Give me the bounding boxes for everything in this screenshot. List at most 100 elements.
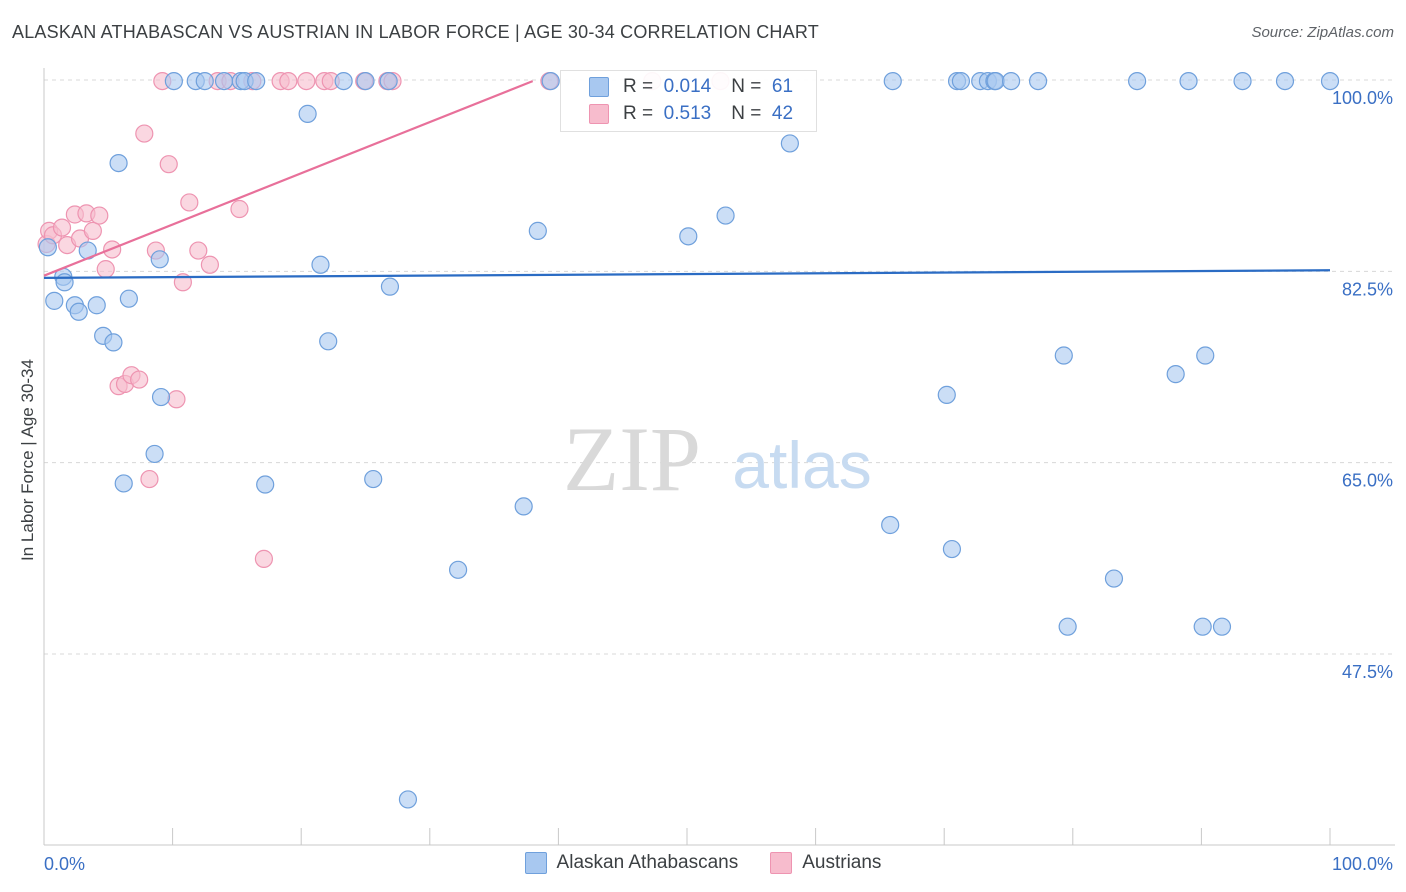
legend-r-label: R =	[623, 76, 654, 97]
alaskan-athabascans-point	[119, 289, 138, 308]
alaskan-athabascans-point	[883, 71, 902, 91]
austrians-point	[90, 206, 109, 225]
alaskan-athabascans-point	[1193, 617, 1212, 636]
austrians-point	[159, 155, 178, 174]
watermark-zip: ZIP	[563, 408, 701, 510]
alaskan-athabascans-point	[1233, 71, 1252, 91]
alaskan-athabascans-point	[45, 291, 64, 310]
source-credit: Source: ZipAtlas.com	[1251, 24, 1394, 41]
alaskan-athabascans-point	[780, 134, 799, 153]
austrians-point	[52, 218, 72, 237]
alaskan-athabascans-point	[716, 206, 735, 225]
alaskan-athabascans-point	[942, 539, 962, 559]
legend-n-value: 42	[771, 103, 794, 124]
alaskan-athabascans-point	[1058, 617, 1077, 636]
alaskan-athabascans-point	[38, 238, 57, 257]
alaskan-athabascans-point	[298, 104, 317, 123]
alaskan-athabascans-point	[514, 497, 533, 516]
alaskan-athabascans-point	[1127, 71, 1147, 91]
alaskan-athabascans-point	[364, 469, 383, 489]
alaskan-athabascans-point	[55, 273, 74, 292]
legend-series-label: Alaskan Athabascans	[556, 852, 739, 873]
alaskan-athabascans-point	[379, 71, 398, 91]
alaskan-athabascans-point	[150, 250, 169, 269]
y-tick-label: 65.0%	[1342, 471, 1393, 491]
alaskan-athabascans-point	[448, 560, 468, 579]
alaskan-athabascans-point	[109, 153, 128, 173]
austrians-point	[83, 221, 102, 240]
alaskan-athabascans-point	[398, 790, 418, 809]
alaskan-athabascans-points	[38, 71, 1340, 809]
legend-swatch-pink	[770, 852, 793, 874]
austrians-point	[167, 390, 186, 409]
legend-row-alaskan: R = 0.014 N = 61	[561, 74, 793, 100]
alaskan-athabascans-point	[151, 387, 171, 407]
tick-labels: 100.0% 82.5% 65.0% 47.5% 0.0% 100.0%	[44, 88, 1393, 874]
austrians-point	[180, 193, 199, 212]
alaskan-athabascans-point	[247, 71, 266, 91]
austrians-point	[200, 255, 219, 274]
series-legend: Alaskan Athabascans Austrians	[0, 852, 1406, 874]
legend-row-austrian: R = 0.513 N = 42	[561, 101, 793, 127]
trendline-alaskan-athabascans	[43, 269, 1331, 279]
alaskan-athabascans-point	[319, 332, 338, 351]
axes	[43, 68, 1395, 846]
alaskan-athabascans-point	[1320, 71, 1340, 91]
y-tick-label: 82.5%	[1342, 279, 1393, 299]
alaskan-athabascans-point	[114, 474, 133, 493]
alaskan-athabascans-point	[145, 444, 164, 464]
chart-title: ALASKAN ATHABASCAN VS AUSTRIAN IN LABOR …	[12, 22, 819, 42]
alaskan-athabascans-point	[164, 71, 183, 91]
austrians-point	[130, 370, 149, 389]
austrians-point	[297, 71, 316, 91]
legend-r-value: 0.014	[663, 76, 712, 97]
y-axis-label: In Labor Force | Age 30-34	[18, 359, 37, 561]
legend-n-label: N =	[731, 76, 762, 97]
alaskan-athabascans-point	[311, 255, 330, 274]
alaskan-athabascans-point	[256, 475, 275, 494]
alaskan-athabascans-point	[679, 227, 698, 246]
alaskan-athabascans-point	[69, 302, 88, 321]
alaskan-athabascans-point	[1196, 346, 1215, 365]
grid-lines	[44, 79, 1395, 655]
watermark: ZIP atlas	[563, 408, 872, 510]
legend-swatch-blue	[524, 852, 547, 874]
austrians-point	[135, 124, 154, 143]
alaskan-athabascans-point	[541, 71, 560, 91]
alaskan-athabascans-point	[1212, 617, 1232, 636]
legend-swatch-pink	[589, 104, 609, 124]
trendline-austrians	[43, 80, 534, 277]
austrians-point	[230, 199, 249, 219]
alaskan-athabascans-point	[1104, 569, 1124, 588]
alaskan-athabascans-point	[1028, 71, 1048, 91]
legend-n-value: 61	[771, 76, 794, 97]
correlation-legend: R = 0.014 N = 61 R = 0.513 N = 42	[560, 70, 817, 132]
alaskan-athabascans-point	[1179, 71, 1198, 91]
legend-series-label: Austrians	[802, 852, 882, 873]
alaskan-athabascans-point	[1275, 71, 1295, 91]
alaskan-athabascans-point	[937, 385, 956, 404]
x-tick-label-max: 100.0%	[1332, 854, 1393, 874]
alaskan-athabascans-point	[1054, 346, 1073, 365]
legend-r-value: 0.513	[663, 103, 712, 124]
austrians-point	[96, 260, 115, 279]
legend-item-alaskan-athabascans[interactable]: Alaskan Athabascans	[524, 852, 739, 874]
y-tick-label: 100.0%	[1332, 88, 1393, 108]
alaskan-athabascans-point	[1001, 71, 1021, 91]
alaskan-athabascans-point	[380, 277, 400, 296]
alaskan-athabascans-point	[87, 296, 106, 315]
alaskan-athabascans-point	[1166, 365, 1185, 384]
alaskan-athabascans-point	[951, 71, 971, 91]
alaskan-athabascans-point	[104, 333, 123, 352]
alaskan-athabascans-point	[195, 71, 214, 91]
legend-item-austrians[interactable]: Austrians	[770, 852, 881, 874]
y-tick-label: 47.5%	[1342, 662, 1393, 682]
legend-swatch-blue	[589, 77, 609, 97]
alaskan-athabascans-point	[214, 71, 234, 91]
austrians-point	[140, 469, 159, 489]
alaskan-athabascans-point	[881, 515, 900, 535]
alaskan-athabascans-point	[334, 71, 353, 91]
trend-lines	[43, 80, 1331, 279]
alaskan-athabascans-point	[986, 71, 1005, 91]
